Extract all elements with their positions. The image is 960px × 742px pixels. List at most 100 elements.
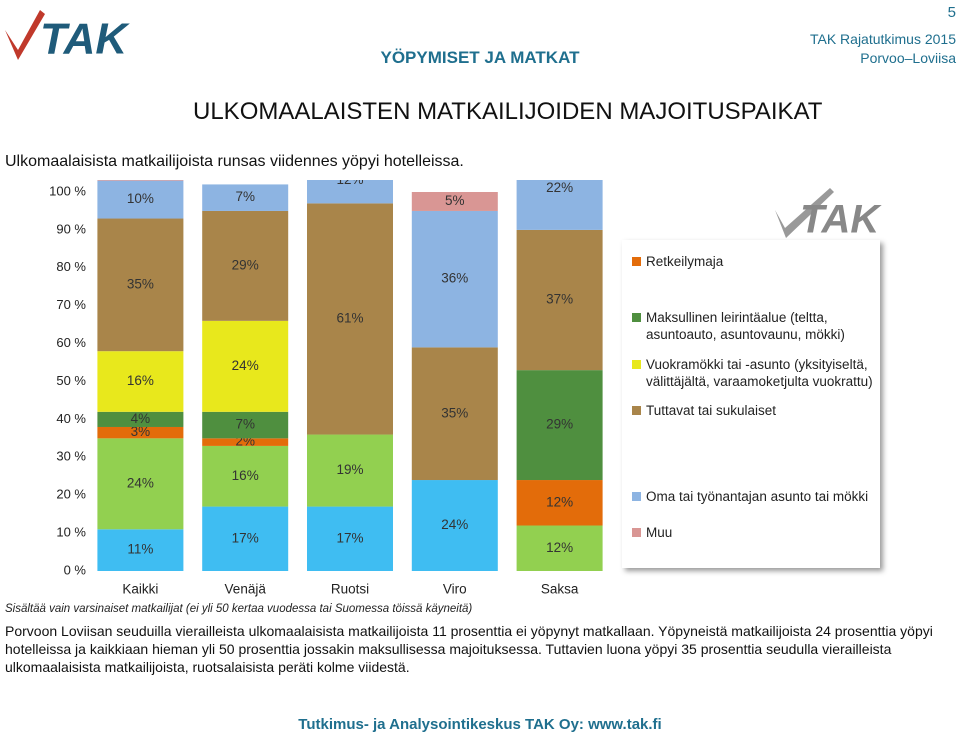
legend-swatch bbox=[632, 360, 641, 369]
data-label: 36% bbox=[441, 271, 468, 286]
legend: Muu Oma tai työnantajan asunto tai mökki T… bbox=[622, 240, 880, 568]
y-tick-label: 70 % bbox=[56, 297, 86, 312]
legend-swatch bbox=[632, 528, 641, 537]
data-label: 11% bbox=[127, 542, 153, 557]
data-label: 3% bbox=[131, 424, 151, 439]
data-label: 4% bbox=[131, 411, 151, 426]
bar-segment bbox=[516, 480, 603, 526]
bar-segment bbox=[411, 480, 498, 571]
bar-segment bbox=[307, 434, 393, 507]
data-label: 35% bbox=[127, 276, 154, 291]
y-tick-label: 30 % bbox=[56, 449, 86, 464]
bar-segment bbox=[97, 411, 184, 427]
y-tick-label: 80 % bbox=[56, 259, 86, 274]
section-title: YÖPYMISET JA MATKAT bbox=[380, 48, 580, 67]
data-label: 17% bbox=[336, 530, 363, 545]
bar-segment bbox=[516, 229, 603, 371]
y-tick-label: 20 % bbox=[56, 487, 86, 502]
data-label: 12% bbox=[336, 172, 363, 187]
legend-label: Vuokramökki tai -asunto (yksityiseltä, v… bbox=[646, 357, 873, 389]
bar-segment bbox=[516, 370, 603, 481]
legend-label: Oma tai työnantajan asunto tai mökki bbox=[646, 489, 869, 504]
footer: Tutkimus- ja Analysointikeskus TAK Oy: w… bbox=[298, 716, 662, 733]
data-label: 24% bbox=[127, 475, 154, 490]
legend-label: Maksullinen leirintäalue (teltta, asunto… bbox=[646, 310, 845, 342]
page-number: 5 bbox=[947, 4, 956, 21]
legend-item: Muu bbox=[632, 524, 874, 541]
bar-segment bbox=[97, 180, 184, 219]
bar-segment bbox=[202, 411, 289, 439]
bar-segment bbox=[516, 180, 603, 230]
data-label: 24% bbox=[232, 358, 259, 373]
x-tick-label: Ruotsi bbox=[331, 582, 369, 597]
data-label: 61% bbox=[336, 311, 363, 326]
logo-gray: TAK bbox=[800, 198, 882, 242]
y-tick-label: 0 % bbox=[64, 562, 87, 577]
legend-item: Retkeilymaja bbox=[632, 253, 874, 270]
bar-segment bbox=[97, 180, 184, 181]
legend-label: Retkeilymaja bbox=[646, 254, 724, 269]
legend-swatch bbox=[632, 492, 641, 501]
bar-segment bbox=[202, 445, 289, 507]
bar-segment bbox=[307, 180, 393, 204]
x-tick-label: Venäjä bbox=[225, 582, 267, 597]
legend-item: Vuokramökki tai -asunto (yksityiseltä, v… bbox=[632, 356, 874, 390]
data-label: 7% bbox=[235, 417, 255, 432]
slide-title: ULKOMAALAISTEN MATKAILIJOIDEN MAJOITUSPA… bbox=[193, 98, 823, 125]
legend-item: Tuttavat tai sukulaiset bbox=[632, 402, 874, 419]
bar-segment bbox=[411, 347, 498, 481]
y-tick-label: 50 % bbox=[56, 373, 86, 388]
data-label: 29% bbox=[232, 257, 259, 272]
bar-segment bbox=[202, 184, 289, 211]
x-tick-label: Kaikki bbox=[122, 582, 158, 597]
logo: TAK bbox=[40, 15, 130, 64]
bar-segment bbox=[97, 438, 184, 530]
region: Porvoo–Loviisa bbox=[860, 50, 956, 66]
bar-segment bbox=[97, 529, 184, 571]
y-tick-label: 10 % bbox=[56, 525, 86, 540]
data-label: 17% bbox=[232, 530, 259, 545]
data-label: 22% bbox=[546, 180, 573, 195]
data-label: 7% bbox=[235, 189, 255, 204]
study: TAK Rajatutkimus 2015 bbox=[809, 31, 956, 47]
legend-label: Tuttavat tai sukulaiset bbox=[646, 403, 777, 418]
data-label: 24% bbox=[441, 517, 468, 532]
bar-segment bbox=[411, 192, 498, 211]
data-label: 5% bbox=[445, 193, 465, 208]
legend-item: Oma tai työnantajan asunto tai mökki bbox=[632, 488, 874, 505]
y-tick-label: 60 % bbox=[56, 335, 86, 350]
bar-segment bbox=[411, 210, 498, 348]
data-label: 12% bbox=[546, 494, 573, 509]
data-label: 19% bbox=[336, 462, 363, 477]
bar-segment bbox=[202, 438, 289, 446]
y-tick-label: 100 % bbox=[49, 183, 86, 198]
bar-segment bbox=[202, 506, 289, 571]
y-tick-label: 90 % bbox=[56, 221, 86, 236]
bar-segment bbox=[307, 203, 393, 435]
data-label: 16% bbox=[127, 373, 154, 388]
bar-segment bbox=[97, 218, 184, 352]
bar-segment bbox=[516, 525, 603, 571]
body-text: Porvoon Loviisan seuduilla vierailleista… bbox=[5, 623, 933, 675]
legend-item: Maksullinen leirintäalue (teltta, asunto… bbox=[632, 309, 874, 343]
bar-segment bbox=[97, 426, 184, 439]
x-tick-label: Saksa bbox=[541, 582, 579, 597]
data-label: 10% bbox=[127, 191, 154, 206]
bar-segment bbox=[202, 210, 289, 321]
data-label: 37% bbox=[546, 292, 573, 307]
bar-segment bbox=[202, 320, 289, 412]
note: Sisältää vain varsinaiset matkailijat (e… bbox=[5, 603, 473, 615]
data-label: 35% bbox=[441, 405, 468, 420]
data-label: 12% bbox=[546, 540, 573, 555]
logo-check-gray bbox=[775, 188, 834, 238]
y-tick-label: 40 % bbox=[56, 411, 86, 426]
data-label: 3% bbox=[131, 167, 151, 182]
data-label: 29% bbox=[546, 417, 573, 432]
bar-segment bbox=[307, 506, 393, 571]
lead: Ulkomaalaisista matkailijoista runsas vi… bbox=[5, 153, 464, 170]
x-tick-label: Viro bbox=[443, 582, 467, 597]
legend-swatch bbox=[632, 257, 641, 266]
data-label: 16% bbox=[232, 468, 259, 483]
bar-segment bbox=[97, 351, 184, 412]
